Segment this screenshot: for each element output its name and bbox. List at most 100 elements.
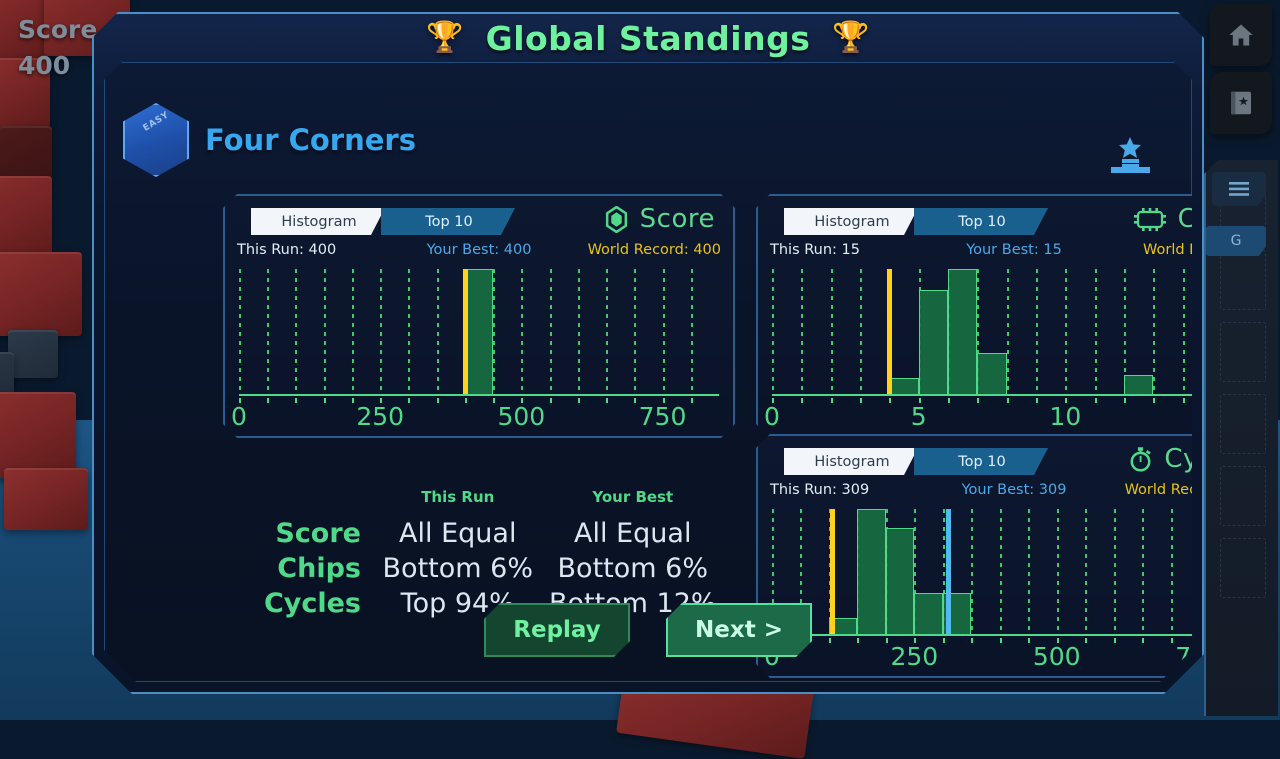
level-title: Four Corners	[205, 123, 416, 157]
gridline	[352, 269, 354, 394]
world-record-stat: World Record: 400	[588, 242, 721, 258]
trophy-icon: 🏆	[426, 23, 463, 53]
tab-top10[interactable]: Top 10	[914, 448, 1048, 475]
scene-block	[0, 392, 76, 478]
panel-cycles-stats: This Run: 309 Your Best: 309 World Recor…	[770, 482, 1258, 502]
panel-score-metric: Score	[604, 204, 715, 234]
book-star-icon	[1226, 88, 1256, 118]
page-title: Global Standings	[486, 19, 811, 58]
gridline	[801, 269, 803, 394]
histogram-axis	[772, 394, 1256, 396]
histogram-bar	[977, 353, 1006, 394]
tick-label: 0	[764, 402, 780, 431]
this-run-stat: This Run: 400	[237, 242, 336, 258]
gridline	[1183, 269, 1185, 394]
table-row: Chips Bottom 6% Bottom 6%	[255, 551, 725, 586]
histogram-bar	[1124, 375, 1153, 394]
panel-chips-stats: This Run: 15 Your Best: 15 World Record:…	[770, 242, 1258, 262]
hamburger-menu-icon	[1227, 181, 1251, 197]
tick-label: 250	[356, 402, 404, 431]
tick-label: 500	[497, 402, 545, 431]
summary-corner	[255, 488, 375, 516]
axis-tick	[1199, 638, 1201, 643]
tab-top10[interactable]: Top 10	[381, 208, 515, 235]
histogram-plot	[772, 269, 1256, 394]
tab-histogram[interactable]: Histogram	[251, 208, 385, 235]
summary-your-best-value: Bottom 6%	[541, 551, 725, 586]
table-row: Score All Equal All Equal	[255, 516, 725, 551]
tick-label: 750	[639, 402, 687, 431]
scene-block	[0, 176, 52, 256]
marker-world-record	[463, 269, 468, 394]
rail-slot[interactable]	[1220, 394, 1266, 454]
rail-slot[interactable]	[1220, 538, 1266, 598]
hud-score-value: 400	[18, 48, 97, 84]
summary-your-best-value: All Equal	[541, 516, 725, 551]
histogram-bar	[948, 269, 977, 394]
gridline	[1065, 269, 1067, 394]
summary-col-this-run: This Run	[375, 488, 541, 516]
gridline	[772, 269, 774, 394]
gridline	[578, 269, 580, 394]
rail-slot[interactable]	[1220, 466, 1266, 526]
panel-chips-tabs: Histogram Top 10	[784, 208, 1044, 235]
home-button[interactable]	[1210, 4, 1272, 66]
summary-row-label: Chips	[255, 551, 375, 586]
gridline	[408, 269, 410, 394]
gridline	[295, 269, 297, 394]
scene-block	[4, 468, 88, 530]
replay-button[interactable]: Replay	[484, 603, 630, 657]
this-run-stat: This Run: 309	[770, 482, 869, 498]
right-rail: G	[1202, 0, 1280, 720]
gridline	[831, 269, 833, 394]
gridline	[1199, 509, 1201, 634]
podium-button[interactable]	[1105, 135, 1155, 184]
rail-menu-button[interactable]	[1212, 172, 1266, 206]
rail-g-button[interactable]: G	[1206, 226, 1266, 256]
dialog-footer: Replay Next >	[105, 603, 1191, 657]
summary-row-label: Score	[255, 516, 375, 551]
metric-label: Score	[640, 204, 715, 234]
difficulty-label: EASY	[141, 110, 170, 134]
gridline	[691, 269, 693, 394]
summary-this-run-value: All Equal	[375, 516, 541, 551]
chip-icon	[1133, 207, 1167, 232]
panel-score-stats: This Run: 400 Your Best: 400 World Recor…	[237, 242, 721, 262]
panel-score: Histogram Top 10 Score This Run: 400 You…	[223, 194, 735, 438]
gridline	[1007, 269, 1009, 394]
tab-histogram[interactable]: Histogram	[784, 208, 918, 235]
panel-cycles-tabs: Histogram Top 10	[784, 448, 1044, 475]
trophy-icon: 🏆	[832, 23, 869, 53]
difficulty-badge: EASY	[123, 103, 189, 177]
gem-icon	[604, 206, 629, 233]
your-best-stat: Your Best: 15	[966, 242, 1062, 258]
gridline	[493, 269, 495, 394]
histogram-axis	[239, 394, 719, 396]
gridline	[634, 269, 636, 394]
your-best-stat: Your Best: 400	[427, 242, 532, 258]
rail-slot[interactable]	[1220, 250, 1266, 310]
histogram-bar	[465, 269, 493, 394]
tab-histogram[interactable]: Histogram	[784, 448, 918, 475]
codex-button[interactable]	[1210, 72, 1272, 134]
gridline	[860, 269, 862, 394]
summary-col-your-best: Your Best	[541, 488, 725, 516]
gridline	[1095, 269, 1097, 394]
hud-score: Score 400	[18, 12, 97, 85]
gridline	[239, 269, 241, 394]
hud-score-label: Score	[18, 12, 97, 48]
panel-score-tabs: Histogram Top 10	[251, 208, 511, 235]
tick-label: 0	[231, 402, 247, 431]
rail-slot[interactable]	[1220, 322, 1266, 382]
stopwatch-icon	[1128, 446, 1153, 473]
next-button[interactable]: Next >	[666, 603, 812, 657]
gridline	[267, 269, 269, 394]
tab-top10[interactable]: Top 10	[914, 208, 1048, 235]
gridline	[1036, 269, 1038, 394]
level-header: EASY Four Corners	[123, 103, 416, 177]
panel-chips: Histogram Top 10 Chips This Run: 15 Y	[756, 194, 1272, 438]
dialog-body: EASY Four Corners Histogram Top 10	[104, 62, 1192, 682]
gridline	[550, 269, 552, 394]
summary-this-run-value: Bottom 6%	[375, 551, 541, 586]
